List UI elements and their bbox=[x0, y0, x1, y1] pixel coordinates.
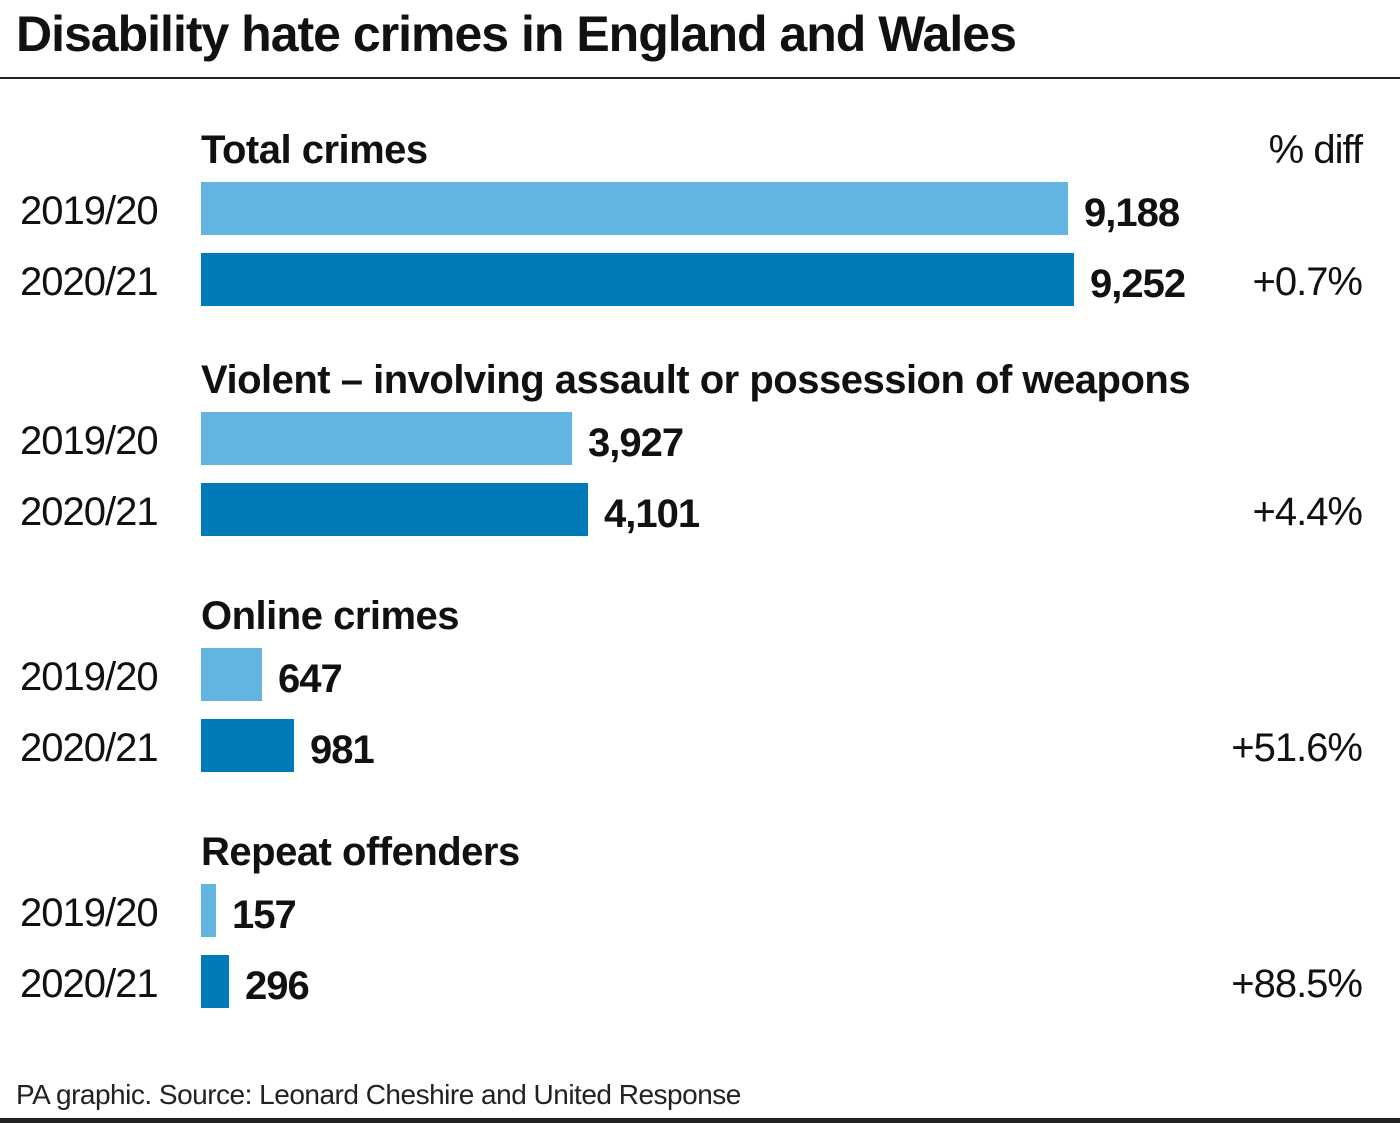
year-label: 2020/21 bbox=[20, 725, 159, 770]
year-label: 2020/21 bbox=[20, 961, 159, 1006]
percent-diff-value: +4.4% bbox=[1252, 489, 1363, 534]
bar-2020-21 bbox=[201, 719, 294, 772]
bar-2019-20 bbox=[201, 412, 572, 465]
bar-2020-21 bbox=[201, 253, 1074, 306]
group-heading: Total crimes bbox=[201, 128, 428, 172]
title-divider bbox=[0, 77, 1400, 79]
year-label: 2019/20 bbox=[20, 418, 159, 463]
percent-diff-value: +88.5% bbox=[1231, 961, 1363, 1006]
group-heading: Online crimes bbox=[201, 594, 460, 638]
bar-2020-21 bbox=[201, 955, 229, 1008]
group-heading: Repeat offenders bbox=[201, 830, 520, 874]
value-label: 647 bbox=[278, 656, 343, 701]
percent-diff-header: % diff bbox=[1268, 128, 1363, 172]
group-heading: Violent – involving assault or possessio… bbox=[201, 358, 1191, 402]
year-label: 2019/20 bbox=[20, 654, 159, 699]
value-label: 981 bbox=[310, 727, 375, 772]
value-label: 3,927 bbox=[588, 420, 684, 465]
chart-title: Disability hate crimes in England and Wa… bbox=[16, 6, 1017, 62]
value-label: 9,252 bbox=[1090, 261, 1186, 306]
value-label: 296 bbox=[245, 963, 310, 1008]
value-label: 9,188 bbox=[1084, 190, 1180, 235]
bar-2020-21 bbox=[201, 483, 588, 536]
bottom-rule bbox=[0, 1118, 1400, 1123]
source-credit: PA graphic. Source: Leonard Cheshire and… bbox=[16, 1079, 741, 1110]
year-label: 2020/21 bbox=[20, 259, 159, 304]
year-label: 2019/20 bbox=[20, 188, 159, 233]
value-label: 4,101 bbox=[604, 491, 700, 536]
bar-2019-20 bbox=[201, 182, 1068, 235]
year-label: 2020/21 bbox=[20, 489, 159, 534]
bar-2019-20 bbox=[201, 648, 262, 701]
value-label: 157 bbox=[232, 892, 297, 937]
percent-diff-value: +0.7% bbox=[1252, 259, 1363, 304]
percent-diff-value: +51.6% bbox=[1231, 725, 1363, 770]
bar-2019-20 bbox=[201, 884, 216, 937]
year-label: 2019/20 bbox=[20, 890, 159, 935]
